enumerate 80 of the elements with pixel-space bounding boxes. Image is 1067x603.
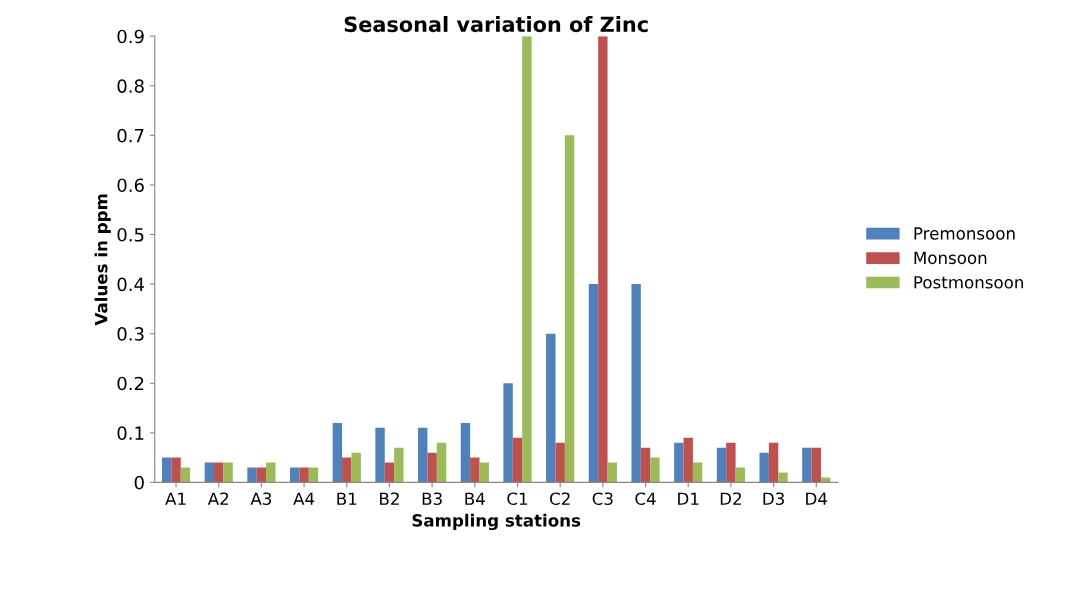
bar xyxy=(418,427,428,483)
y-tick-label: 0 xyxy=(134,475,144,490)
y-axis-title: Values in ppm xyxy=(94,194,111,326)
bar xyxy=(546,333,556,483)
y-tick-label: 0.7 xyxy=(117,128,144,143)
chart-title: Seasonal variation of Zinc xyxy=(344,16,648,33)
bar xyxy=(802,447,812,483)
bar xyxy=(726,442,736,483)
x-tick-label: A3 xyxy=(250,492,272,506)
bar xyxy=(640,447,651,483)
bar xyxy=(598,36,608,483)
bar xyxy=(351,452,361,483)
bar xyxy=(607,462,617,483)
bar xyxy=(588,284,599,483)
bar xyxy=(223,462,233,483)
legend-label: Premonsoon xyxy=(914,227,1015,240)
y-tick-label: 0.8 xyxy=(117,79,144,93)
x-tick-label: B4 xyxy=(465,492,485,505)
bar xyxy=(427,452,437,483)
bar xyxy=(692,462,703,483)
x-tick-label: B3 xyxy=(422,492,442,506)
y-tick-label: 0.9 xyxy=(117,29,144,44)
bar xyxy=(470,457,480,483)
bar xyxy=(180,467,191,483)
bar xyxy=(650,457,660,483)
bar xyxy=(555,442,565,483)
bar xyxy=(332,422,343,483)
x-tick-label: C1 xyxy=(507,492,528,506)
x-tick-label: C3 xyxy=(592,492,613,506)
bar xyxy=(716,447,727,483)
x-tick-label: B1 xyxy=(337,492,357,505)
bar xyxy=(683,437,693,483)
y-tick-label: 0.3 xyxy=(117,327,144,341)
y-tick-label: 0.1 xyxy=(117,426,144,440)
x-tick-label: D2 xyxy=(720,492,741,505)
bar xyxy=(778,472,788,483)
bar xyxy=(256,467,267,483)
bar xyxy=(735,467,745,483)
bar xyxy=(436,442,447,483)
bar xyxy=(247,467,257,483)
bar xyxy=(171,457,181,483)
x-tick-label: D3 xyxy=(763,492,784,506)
x-tick-label: A4 xyxy=(293,492,315,505)
x-axis-title: Sampling stations xyxy=(412,513,581,531)
x-tick-label: D1 xyxy=(678,492,699,505)
y-tick-label: 0.5 xyxy=(117,227,144,242)
x-tick-label: C2 xyxy=(549,492,570,506)
bar xyxy=(266,462,276,483)
bar xyxy=(308,467,319,483)
bar xyxy=(811,447,821,483)
bar xyxy=(299,467,309,483)
bar xyxy=(214,462,224,483)
x-tick-label: A1 xyxy=(165,492,186,505)
x-tick-label: A2 xyxy=(207,492,229,505)
y-tick-label: 0.6 xyxy=(117,178,144,193)
bar xyxy=(631,284,641,483)
bar xyxy=(342,457,352,483)
legend-label: Postmonsoon xyxy=(914,276,1023,289)
x-tick-label: B2 xyxy=(380,492,399,505)
bar xyxy=(479,462,489,483)
bar xyxy=(503,383,513,483)
bar xyxy=(674,442,684,483)
bar xyxy=(161,457,172,483)
bar xyxy=(384,462,395,483)
legend-label: Monsoon xyxy=(914,251,987,265)
bar xyxy=(290,467,300,483)
bar xyxy=(460,422,471,483)
y-tick-label: 0.4 xyxy=(117,277,144,292)
x-tick-label: C4 xyxy=(635,492,656,506)
x-tick-label: D4 xyxy=(806,492,828,505)
bar xyxy=(375,427,385,483)
bar xyxy=(564,135,575,483)
bar xyxy=(522,36,532,483)
bar xyxy=(768,442,779,483)
bar xyxy=(512,437,523,483)
bar xyxy=(394,447,404,483)
y-tick-label: 0.2 xyxy=(117,376,144,391)
bar xyxy=(820,477,831,483)
bar xyxy=(204,462,215,483)
bar xyxy=(759,452,769,483)
